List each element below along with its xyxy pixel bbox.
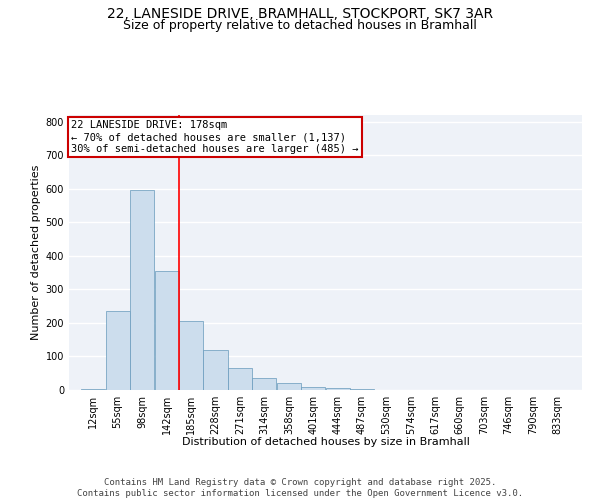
Text: 22 LANESIDE DRIVE: 178sqm
← 70% of detached houses are smaller (1,137)
30% of se: 22 LANESIDE DRIVE: 178sqm ← 70% of detac… <box>71 120 359 154</box>
Bar <box>203 350 227 390</box>
Bar <box>130 190 154 390</box>
Text: Size of property relative to detached houses in Bramhall: Size of property relative to detached ho… <box>123 19 477 32</box>
Y-axis label: Number of detached properties: Number of detached properties <box>31 165 41 340</box>
Bar <box>228 368 252 390</box>
Bar <box>106 310 130 390</box>
Bar <box>252 378 276 390</box>
Text: 22, LANESIDE DRIVE, BRAMHALL, STOCKPORT, SK7 3AR: 22, LANESIDE DRIVE, BRAMHALL, STOCKPORT,… <box>107 8 493 22</box>
Bar <box>277 384 301 390</box>
Bar <box>155 271 179 390</box>
Bar <box>301 386 325 390</box>
X-axis label: Distribution of detached houses by size in Bramhall: Distribution of detached houses by size … <box>182 437 469 447</box>
Bar <box>179 322 203 390</box>
Bar <box>326 388 350 390</box>
Text: Contains HM Land Registry data © Crown copyright and database right 2025.
Contai: Contains HM Land Registry data © Crown c… <box>77 478 523 498</box>
